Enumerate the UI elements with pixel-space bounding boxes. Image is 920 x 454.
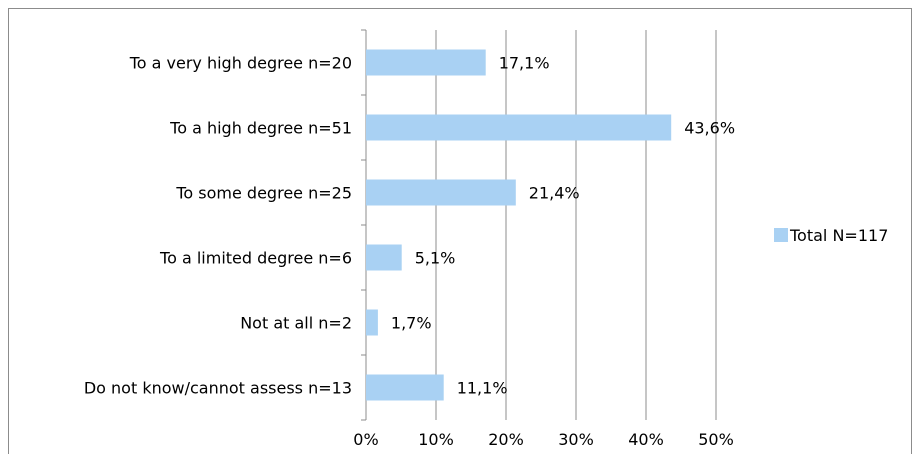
category-label: To a high degree n=51 <box>169 119 352 138</box>
data-label: 1,7% <box>391 314 432 333</box>
data-label: 21,4% <box>529 184 580 203</box>
data-label: 11,1% <box>457 379 508 398</box>
category-label: To a limited degree n=6 <box>159 249 352 268</box>
bar <box>366 114 672 141</box>
category-label: To some degree n=25 <box>175 184 352 203</box>
x-tick-label: 50% <box>698 430 734 449</box>
data-label: 5,1% <box>415 249 456 268</box>
bar <box>366 179 516 206</box>
bar <box>366 374 444 401</box>
x-tick-label: 0% <box>353 430 378 449</box>
bar <box>366 49 486 76</box>
bar <box>366 309 378 336</box>
category-label: To a very high degree n=20 <box>129 54 352 73</box>
x-tick-label: 10% <box>418 430 454 449</box>
category-label: Do not know/cannot assess n=13 <box>84 379 352 398</box>
legend-label: Total N=117 <box>789 226 888 245</box>
legend-swatch <box>774 228 788 242</box>
bar <box>366 244 402 271</box>
chart-frame <box>8 8 912 454</box>
data-label: 17,1% <box>499 54 550 73</box>
data-label: 43,6% <box>684 119 735 138</box>
x-tick-label: 20% <box>488 430 524 449</box>
category-label: Not at all n=2 <box>240 314 352 333</box>
x-tick-label: 30% <box>558 430 594 449</box>
x-tick-label: 40% <box>628 430 664 449</box>
